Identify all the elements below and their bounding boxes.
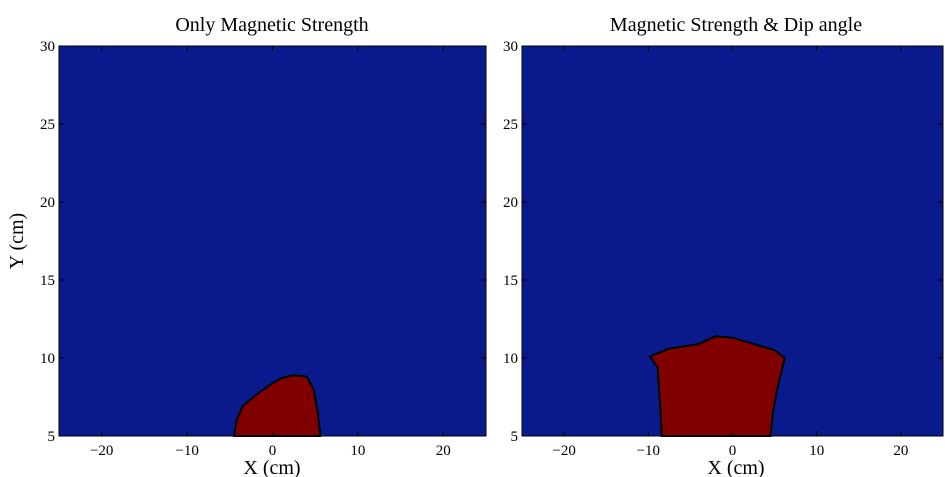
x-tick-label: −10 — [175, 443, 198, 459]
y-tick-label: 20 — [40, 195, 55, 211]
y-axis-label: Y (cm) — [6, 213, 28, 269]
chart-title: Only Magnetic Strength — [175, 14, 368, 36]
y-tick-label: 10 — [503, 351, 518, 367]
y-axis-ticks: 5 10 15 20 25 30 — [40, 39, 486, 445]
x-tick-label: 20 — [893, 443, 908, 459]
y-tick-label: 25 — [503, 117, 518, 133]
panel-magnetic-strength: Only Magnetic Strength −20 −10 0 10 20 5 10 15… — [6, 14, 487, 477]
x-tick-label: −20 — [552, 443, 575, 459]
x-tick-label: 20 — [436, 443, 451, 459]
y-tick-label: 25 — [40, 117, 55, 133]
x-axis-ticks: −20 −10 0 10 20 — [552, 46, 908, 459]
x-tick-label: −20 — [90, 443, 113, 459]
y-tick-label: 15 — [40, 273, 55, 289]
y-tick-label: 30 — [503, 39, 518, 55]
y-tick-label: 10 — [40, 351, 55, 367]
plot-background — [59, 46, 486, 436]
y-tick-label: 30 — [40, 39, 55, 55]
y-tick-label: 5 — [48, 429, 56, 445]
x-tick-label: 0 — [269, 443, 277, 459]
y-axis-ticks: 5 10 15 20 25 30 — [503, 39, 943, 445]
x-axis-ticks: −20 −10 0 10 20 — [90, 46, 451, 459]
x-tick-label: 0 — [729, 443, 737, 459]
y-tick-label: 5 — [511, 429, 519, 445]
x-tick-label: 10 — [809, 443, 824, 459]
x-axis-label: X (cm) — [707, 457, 764, 477]
detection-region — [232, 374, 322, 437]
x-tick-label: 10 — [350, 443, 365, 459]
y-tick-label: 20 — [503, 195, 518, 211]
x-tick-label: −10 — [637, 443, 660, 459]
y-tick-label: 15 — [503, 273, 518, 289]
panel-magnetic-strength-dip-angle: Magnetic Strength & Dip angle −20 −10 0 10 2… — [503, 14, 944, 477]
x-axis-label: X (cm) — [243, 457, 300, 477]
detection-region — [648, 335, 786, 437]
chart-title: Magnetic Strength & Dip angle — [610, 14, 862, 36]
